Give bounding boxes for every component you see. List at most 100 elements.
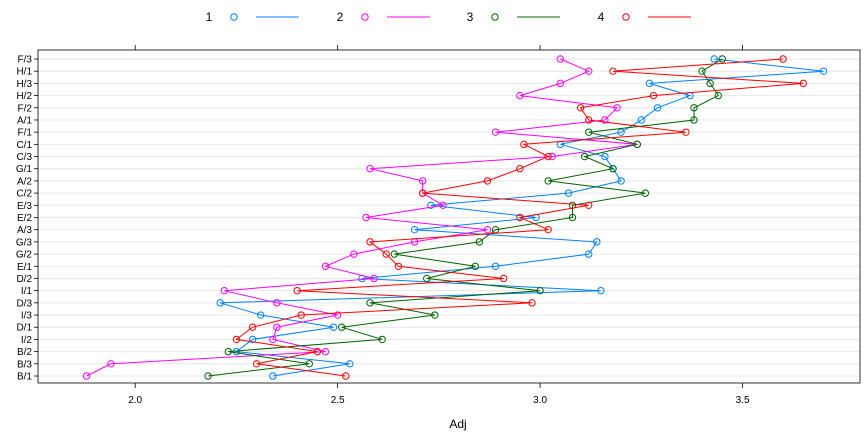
data-point xyxy=(556,79,565,88)
plot-frame xyxy=(37,49,861,384)
series-line xyxy=(208,58,723,377)
data-point xyxy=(584,201,593,210)
data-point xyxy=(370,274,378,283)
x-tick-label: 3.0 xyxy=(533,395,547,406)
data-point xyxy=(718,55,727,63)
data-point xyxy=(418,189,427,197)
data-point xyxy=(544,177,552,185)
legend-marker xyxy=(361,13,369,21)
legend-label: 3 xyxy=(467,10,474,24)
data-point xyxy=(584,116,593,124)
data-point xyxy=(544,225,552,234)
data-point xyxy=(269,335,277,344)
y-axis: B/1B/3B/2I/2D/1I/3D/3I/1D/2E/1G/2G/3A/3E… xyxy=(16,55,38,383)
data-point xyxy=(378,335,386,344)
data-point xyxy=(649,91,658,100)
y-tick-label: H/2 xyxy=(16,91,32,102)
data-point xyxy=(366,165,374,173)
data-point xyxy=(305,360,314,368)
data-point xyxy=(799,79,808,88)
data-point xyxy=(617,177,625,185)
y-tick-label: G/2 xyxy=(16,250,33,261)
data-point xyxy=(516,213,524,222)
x-tick-label: 2.0 xyxy=(128,395,142,406)
data-point xyxy=(556,55,565,63)
data-point xyxy=(645,79,654,88)
data-point xyxy=(516,165,524,173)
data-point xyxy=(593,238,601,246)
data-point xyxy=(269,372,277,380)
data-point xyxy=(601,152,609,161)
data-point xyxy=(394,262,403,270)
y-tick-label: C/2 xyxy=(16,189,32,200)
y-tick-label: H/3 xyxy=(16,79,32,90)
data-point xyxy=(491,128,500,136)
grid-lines xyxy=(38,58,860,377)
y-tick-label: E/2 xyxy=(17,213,32,224)
data-point xyxy=(382,250,390,258)
y-tick-label: G/3 xyxy=(16,237,33,248)
data-point xyxy=(779,55,787,63)
legend-label: 4 xyxy=(598,10,605,24)
data-point xyxy=(107,360,115,368)
data-point xyxy=(690,116,698,124)
series-line xyxy=(220,58,824,377)
data-point xyxy=(321,262,330,270)
data-point xyxy=(653,104,662,112)
data-point xyxy=(431,311,439,319)
y-tick-label: A/2 xyxy=(17,176,32,187)
y-tick-label: F/3 xyxy=(18,55,33,66)
data-point xyxy=(293,286,301,295)
data-point xyxy=(273,323,281,331)
legend-item: 1 xyxy=(206,10,299,24)
data-point xyxy=(584,250,593,258)
legend: 1 2 3 4 xyxy=(206,10,691,24)
data-point xyxy=(584,67,593,75)
legend-label: 2 xyxy=(337,10,344,24)
data-point xyxy=(584,128,593,136)
data-point xyxy=(601,116,609,124)
y-tick-label: F/1 xyxy=(18,128,33,139)
data-point xyxy=(313,347,322,356)
y-tick-label: I/1 xyxy=(21,286,33,297)
y-tick-label: G/1 xyxy=(16,164,33,175)
legend-marker xyxy=(622,13,630,21)
data-point xyxy=(617,128,625,136)
data-point xyxy=(609,67,617,75)
data-point xyxy=(491,262,500,270)
data-point xyxy=(698,67,706,75)
legend-item: 3 xyxy=(467,10,560,24)
data-point xyxy=(342,372,350,380)
data-point xyxy=(346,360,354,368)
x-tick-label: 2.5 xyxy=(331,395,345,406)
data-point xyxy=(475,238,484,246)
data-point xyxy=(390,250,399,258)
data-point xyxy=(580,152,589,161)
data-point xyxy=(706,79,714,88)
data-point xyxy=(516,91,524,100)
x-axis: 2.0 2.5 3.0 3.5 xyxy=(128,383,750,406)
data-point xyxy=(366,238,374,246)
y-tick-label: D/1 xyxy=(16,323,32,334)
data-point xyxy=(82,372,91,380)
data-point xyxy=(410,225,419,234)
data-point xyxy=(350,250,358,258)
data-point xyxy=(329,323,338,331)
data-point xyxy=(248,335,257,344)
y-tick-label: E/3 xyxy=(17,201,32,212)
y-tick-label: A/3 xyxy=(17,225,32,236)
data-point xyxy=(690,104,698,112)
data-point xyxy=(427,201,435,210)
data-point xyxy=(682,128,690,136)
data-point xyxy=(216,299,224,307)
data-point xyxy=(568,213,577,222)
data-point xyxy=(483,177,492,185)
y-tick-label: A/1 xyxy=(17,115,32,126)
data-point xyxy=(439,201,447,210)
data-point xyxy=(257,311,265,319)
series-line xyxy=(235,58,804,377)
data-point xyxy=(536,286,544,295)
data-point xyxy=(714,91,722,100)
data-point xyxy=(220,286,228,295)
